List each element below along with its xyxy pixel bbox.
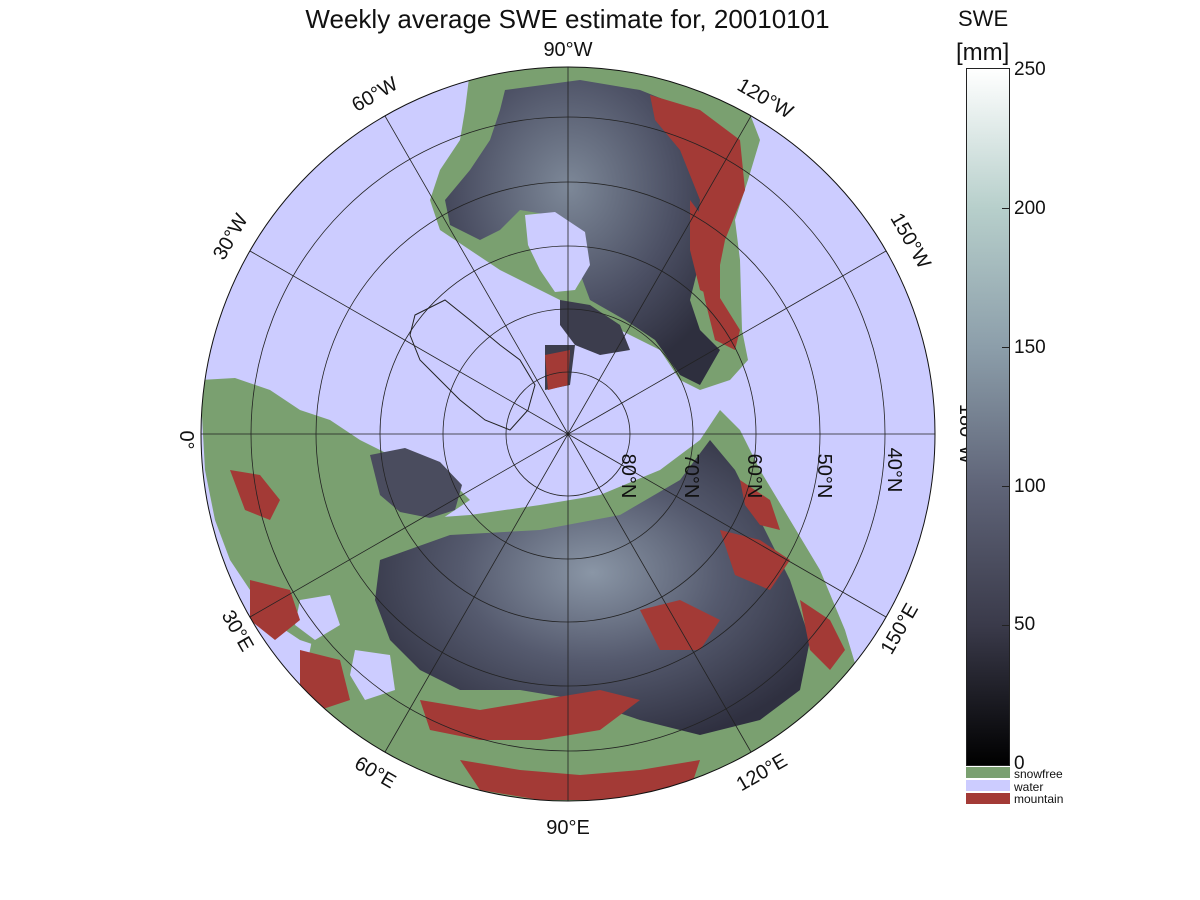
colorbar-tick-200: 200 [1014,198,1046,219]
colorbar-tickmark [1002,347,1010,348]
colorbar-tick-0: 0 [1014,753,1025,774]
mountain-label: mountain [1014,792,1064,806]
lat-label-50n: 50°N [813,454,835,499]
colorbar-tick-150: 150 [1014,337,1046,358]
snowfree-label: snowfree [1014,767,1063,781]
mountain-regions [230,95,845,800]
map-title: Weekly average SWE estimate for, 2001010… [305,4,830,34]
eurasia-snow [375,440,810,735]
snowfree-swatch [966,767,1010,778]
colorbar-tickmark [1002,625,1010,626]
lon-label-90e: 90°E [546,817,590,839]
colorbar-tickmark [1002,486,1010,487]
lat-label-80n: 80°N [617,454,639,499]
map-border [200,66,936,802]
colorbar-tick-50: 50 [1014,614,1036,635]
lon-label-60e: 60°E [351,752,400,793]
meridian-lines [201,67,935,801]
lon-label-30w: 30°W [209,210,253,264]
water-label: water [1014,780,1044,794]
water-swatch [966,780,1010,791]
colorbar-gradient [966,68,1010,766]
inland-seas [295,595,395,700]
colorbar-unit: [mm] [956,39,1010,66]
lat-label-60n: 60°N [743,454,765,499]
scandinavia-snow [370,448,462,518]
greenland-outline [409,299,536,431]
lon-label-90w: 90°W [543,39,592,61]
lon-label-60w: 60°W [348,73,402,117]
colorbar-tickmark [1002,208,1010,209]
europe-landmass [201,378,470,650]
hudson-bay [525,212,590,292]
lat-label-70n: 70°N [680,454,702,499]
colorbar-tick-100: 100 [1014,476,1046,497]
lat-label-40n: 40°N [883,448,905,493]
lon-label-0: 0° [175,430,197,449]
colorbar-tick-250: 250 [1014,59,1046,80]
colorbar-label: SWE [958,6,1009,31]
mountain-swatch [966,793,1010,804]
